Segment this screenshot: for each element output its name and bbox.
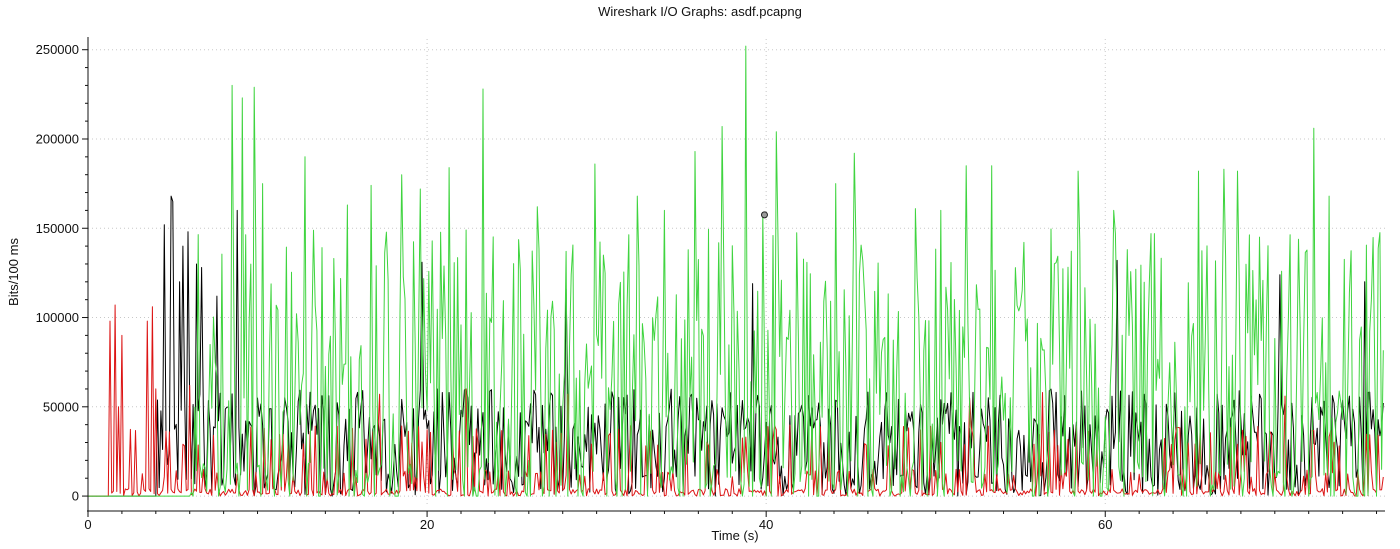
x-tick-label: 40 — [759, 517, 773, 532]
series-line — [88, 45, 1384, 497]
y-tick-label: 100000 — [36, 310, 79, 325]
y-tick-label: 200000 — [36, 131, 79, 146]
series-line — [88, 304, 1384, 497]
x-tick-label: 20 — [420, 517, 434, 532]
x-tick-label: 0 — [84, 517, 91, 532]
y-axis-label: Bits/100 ms — [6, 238, 21, 306]
y-tick-label: 50000 — [43, 399, 79, 414]
y-tick-label: 250000 — [36, 42, 79, 57]
point-marker — [760, 211, 768, 219]
x-tick-label: 60 — [1098, 517, 1112, 532]
axes — [87, 37, 1385, 512]
series-layer — [88, 45, 1384, 497]
y-tick-label: 150000 — [36, 221, 79, 236]
x-axis-label: Time (s) — [711, 528, 758, 543]
markers — [760, 211, 768, 219]
y-tick-label: 0 — [72, 489, 79, 504]
chart-title: Wireshark I/O Graphs: asdf.pcapng — [598, 4, 802, 19]
ticks: 0 20 40 60 0 50000 100000 150000 200000 250000 — [36, 42, 1378, 532]
